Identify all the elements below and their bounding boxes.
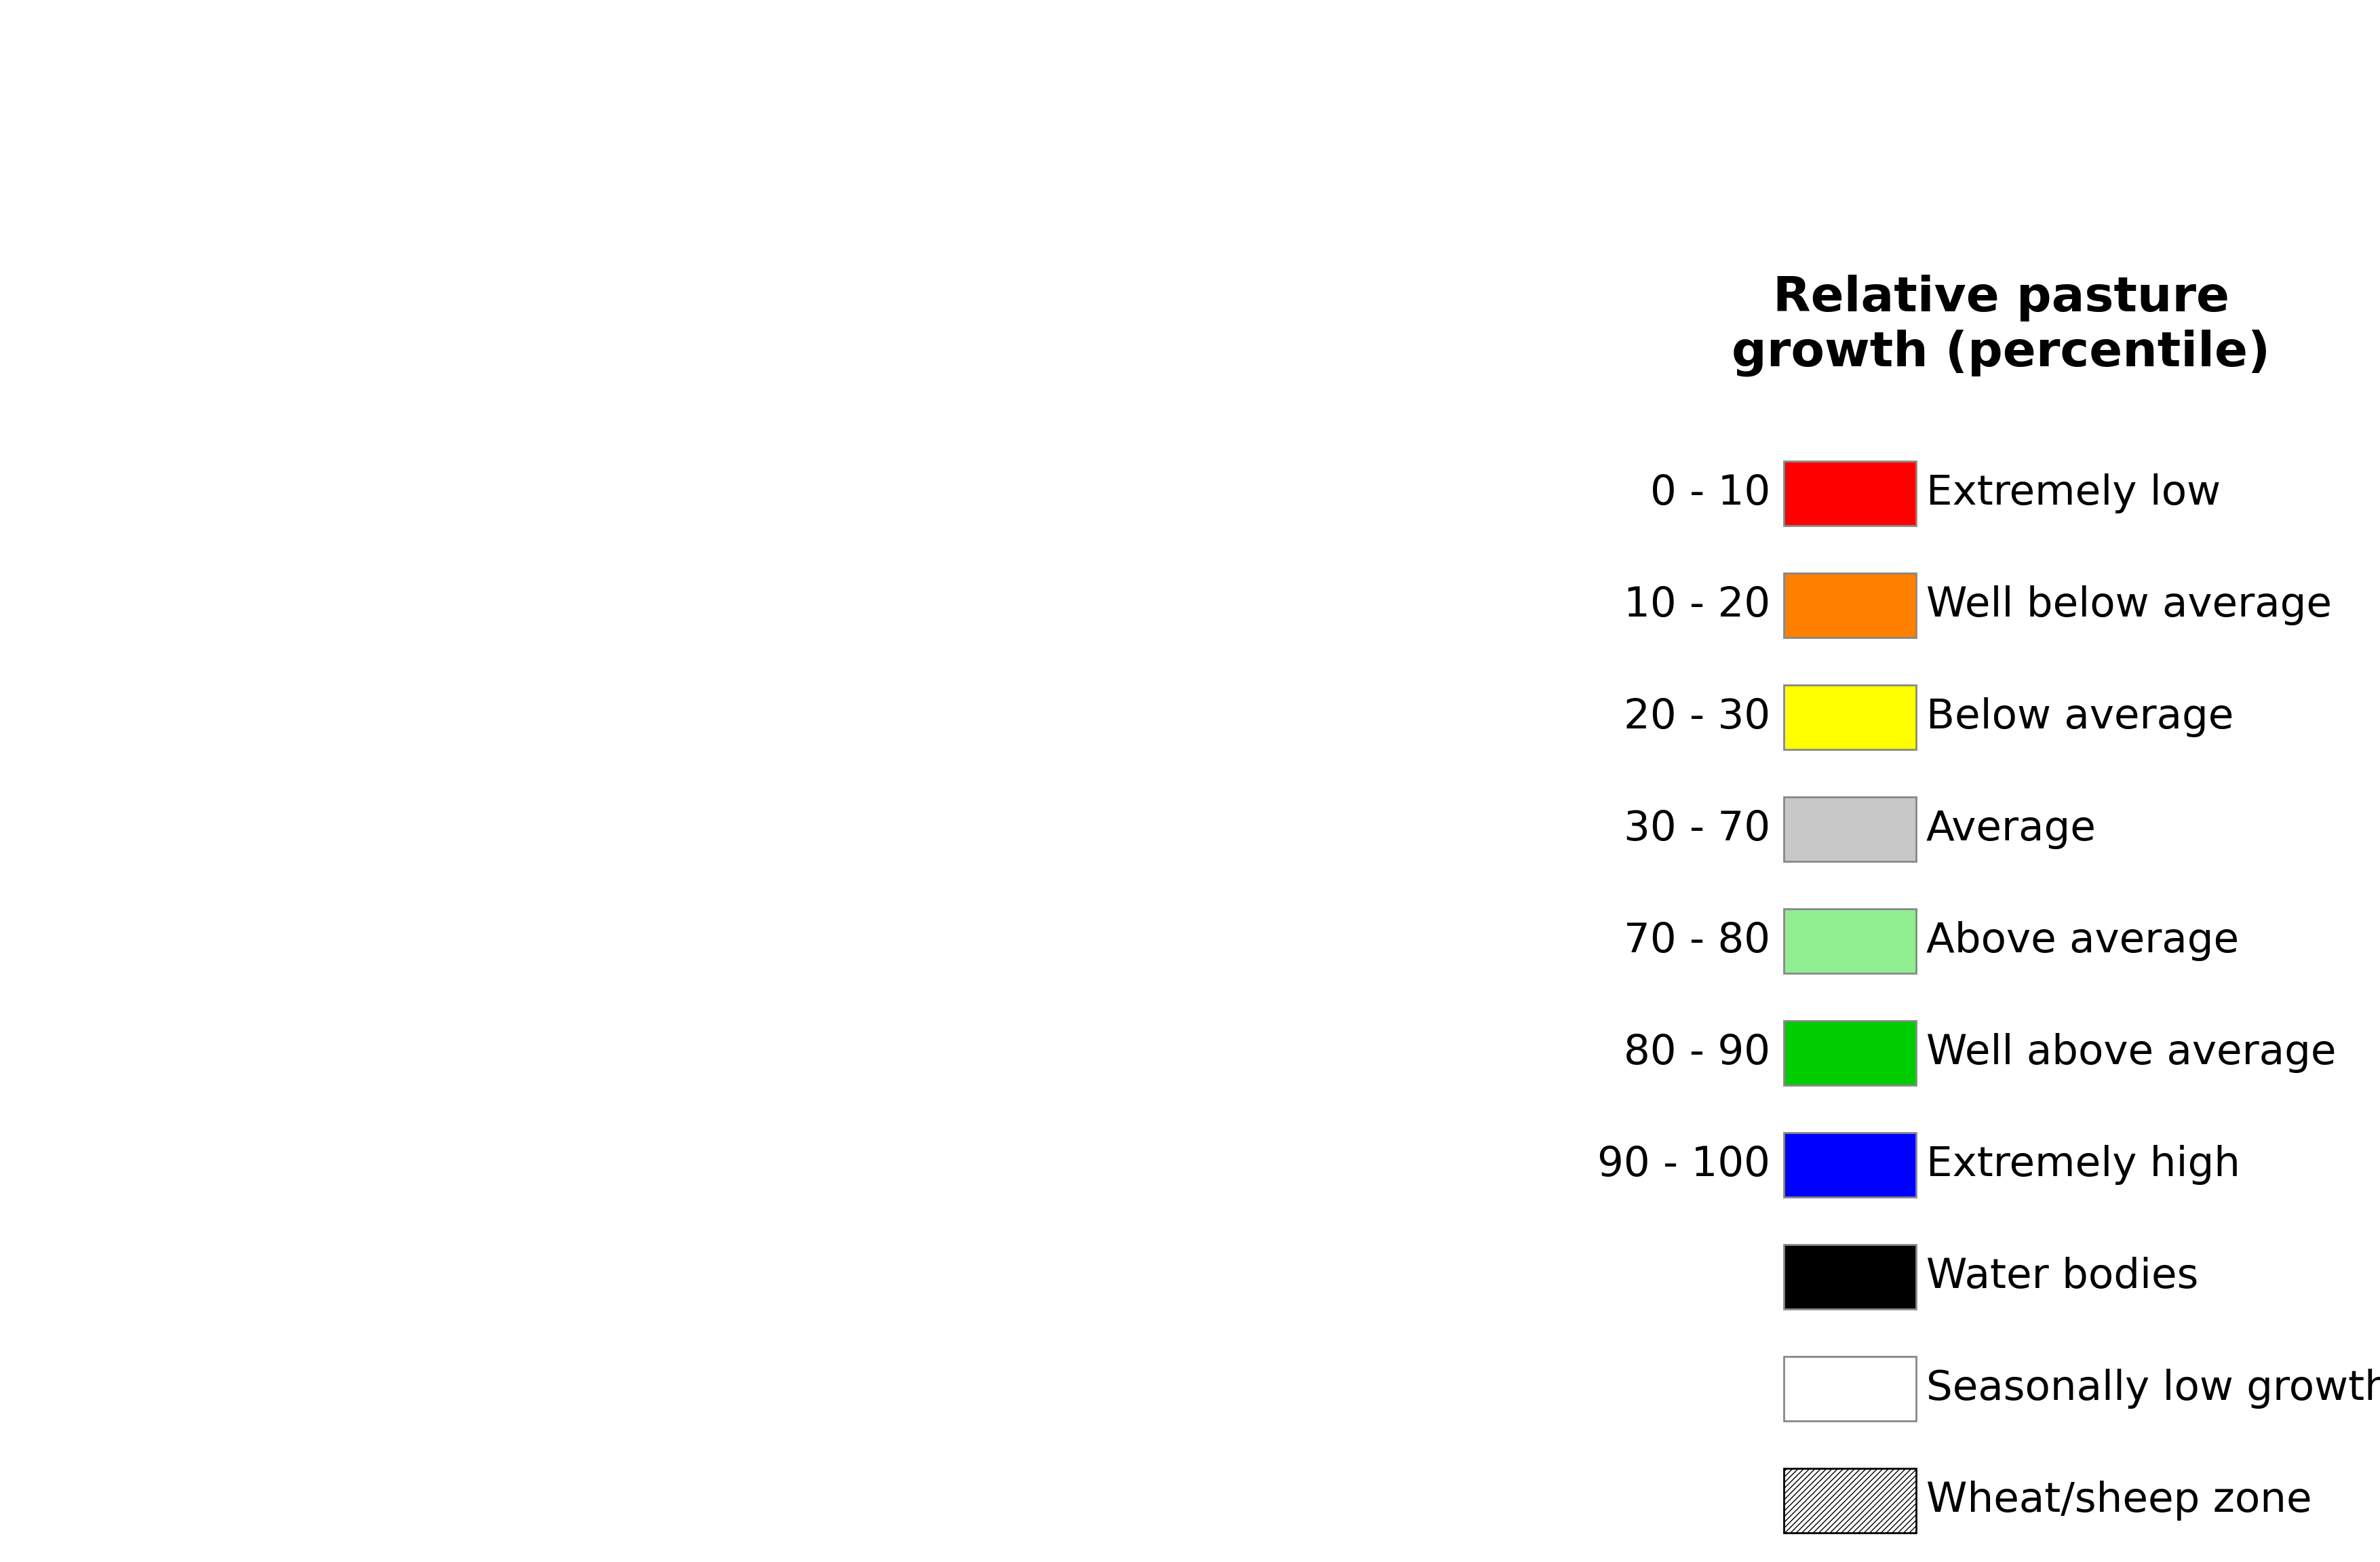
Text: Relative pasture
growth (percentile): Relative pasture growth (percentile) [1733, 275, 2271, 376]
Bar [1785, 1356, 1916, 1421]
Text: 70 - 80: 70 - 80 [1623, 922, 1771, 961]
Bar [1785, 573, 1916, 637]
Text: Wheat/sheep zone: Wheat/sheep zone [1925, 1481, 2311, 1521]
Text: Well above average: Well above average [1925, 1032, 2337, 1073]
Bar [1785, 1132, 1916, 1196]
Bar [1785, 1020, 1916, 1086]
Bar [1785, 1468, 1916, 1532]
Bar [1785, 461, 1916, 526]
Text: Above average: Above average [1925, 922, 2240, 961]
Text: Average: Average [1925, 809, 2097, 850]
Text: Seasonally low growth: Seasonally low growth [1925, 1368, 2380, 1409]
Text: 30 - 70: 30 - 70 [1623, 809, 1771, 850]
Bar [1785, 686, 1916, 750]
Text: Extremely low: Extremely low [1925, 473, 2221, 514]
Text: Well below average: Well below average [1925, 586, 2332, 625]
Text: 0 - 10: 0 - 10 [1649, 473, 1771, 514]
Text: 10 - 20: 10 - 20 [1623, 586, 1771, 625]
Text: 90 - 100: 90 - 100 [1597, 1145, 1771, 1186]
Text: 80 - 90: 80 - 90 [1623, 1032, 1771, 1073]
Bar [1785, 1245, 1916, 1309]
Text: 20 - 30: 20 - 30 [1623, 697, 1771, 737]
Bar [1785, 797, 1916, 861]
Text: Water bodies: Water bodies [1925, 1257, 2199, 1296]
Text: Below average: Below average [1925, 697, 2235, 737]
Bar [1785, 909, 1916, 973]
Text: Extremely high: Extremely high [1925, 1145, 2240, 1186]
